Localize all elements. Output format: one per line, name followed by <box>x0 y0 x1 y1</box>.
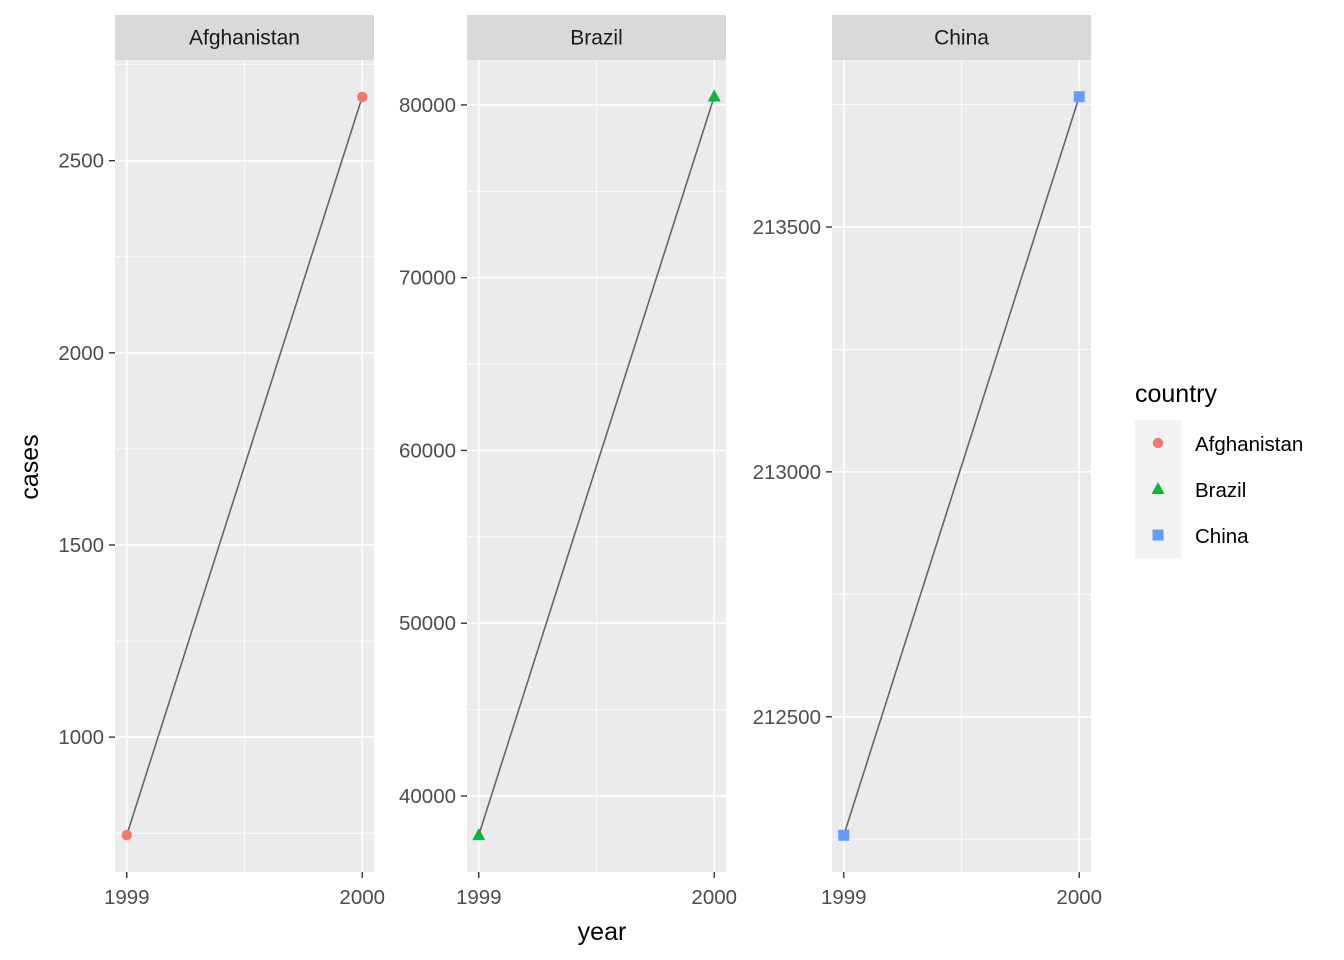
y-axis-title: cases <box>16 434 44 499</box>
facet-strip <box>832 15 1091 60</box>
data-point-brazil-1999 <box>472 828 486 841</box>
legend-key-china <box>1152 529 1164 541</box>
legend-key-afghanistan <box>1152 437 1164 449</box>
legend-items: Afghanistan Brazil China <box>1135 420 1303 558</box>
data-point-afghanistan-1999 <box>121 829 132 841</box>
y-tick-label: 70000 <box>399 267 456 290</box>
legend-title: country <box>1135 380 1217 408</box>
facet-strip <box>115 15 374 60</box>
x-axis-title: year <box>578 918 627 946</box>
legend-label-afghanistan: Afghanistan <box>1195 433 1303 456</box>
facet-panel-china: China 212500 213000 213500 1999 2000 <box>753 15 1102 909</box>
legend: country Afghanistan Brazil China <box>1135 380 1303 558</box>
y-tick-label: 213500 <box>753 216 821 239</box>
data-point-brazil-2000 <box>707 89 721 102</box>
legend-label-china: China <box>1195 525 1249 548</box>
series-line-brazil <box>478 96 715 836</box>
y-tick-label: 1500 <box>58 534 104 557</box>
y-tick-label: 213000 <box>753 461 821 484</box>
facet-strip-label: China <box>934 27 989 50</box>
x-tick-label: 1999 <box>104 886 150 909</box>
facet-panel-brazil: Brazil 40000 50000 60000 70000 80000 1999 2000 <box>399 15 737 909</box>
y-tick-label: 212500 <box>753 706 821 729</box>
y-tick-label: 40000 <box>399 785 456 808</box>
series-line-afghanistan <box>126 96 363 836</box>
data-point-china-1999 <box>838 829 850 841</box>
facet-strip-label: Afghanistan <box>189 27 300 50</box>
x-tick-label: 2000 <box>1056 886 1102 909</box>
x-tick-label: 2000 <box>339 886 385 909</box>
legend-key-brazil <box>1151 482 1165 494</box>
facet-strip <box>467 15 726 60</box>
y-tick-label: 50000 <box>399 612 456 635</box>
data-point-afghanistan-2000 <box>357 91 368 103</box>
data-point-china-2000 <box>1073 91 1085 103</box>
y-tick-label: 60000 <box>399 439 456 462</box>
y-tick-label: 2000 <box>58 342 104 365</box>
x-tick-label: 2000 <box>691 886 737 909</box>
x-tick-label: 1999 <box>456 886 502 909</box>
y-tick-label: 1000 <box>58 726 104 749</box>
x-tick-label: 1999 <box>821 886 867 909</box>
series-line-china <box>843 96 1080 836</box>
y-tick-label: 2500 <box>58 150 104 173</box>
y-tick-label: 80000 <box>399 94 456 117</box>
legend-label-brazil: Brazil <box>1195 479 1246 502</box>
facet-strip-label: Brazil <box>570 27 623 50</box>
facet-panel-afghanistan: Afghanistan 1000 1500 2000 2500 1999 2000 <box>58 15 385 909</box>
